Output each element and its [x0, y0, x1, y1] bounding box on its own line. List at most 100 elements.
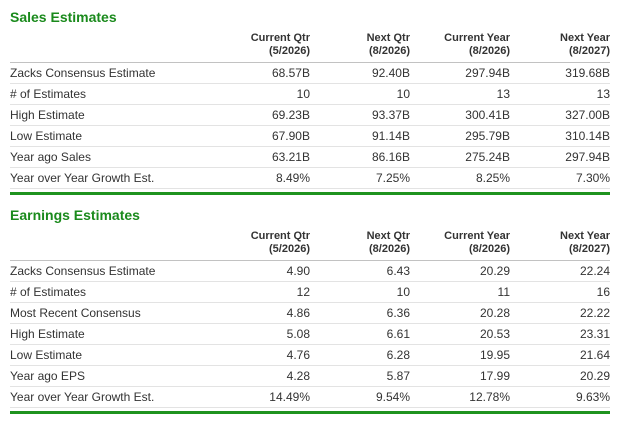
sales-estimates-title: Sales Estimates — [10, 9, 117, 25]
value-cell: 68.57B — [210, 62, 310, 84]
value-cell: 7.30% — [510, 167, 610, 189]
value-cell: 91.14B — [310, 125, 410, 147]
table-row: Low Estimate 67.90B 91.14B 295.79B 310.1… — [10, 125, 610, 147]
value-cell: 9.63% — [510, 386, 610, 408]
value-cell: 300.41B — [410, 104, 510, 126]
table-row: High Estimate 5.08 6.61 20.53 23.31 — [10, 323, 610, 345]
value-cell: 10 — [210, 83, 310, 105]
table-row: Low Estimate 4.76 6.28 19.95 21.64 — [10, 344, 610, 366]
value-cell: 6.61 — [310, 323, 410, 345]
value-cell: 6.28 — [310, 344, 410, 366]
value-cell: 19.95 — [410, 344, 510, 366]
value-cell: 20.28 — [410, 302, 510, 324]
value-cell: 4.86 — [210, 302, 310, 324]
value-cell: 6.36 — [310, 302, 410, 324]
value-cell: 16 — [510, 281, 610, 303]
value-cell: 20.29 — [510, 365, 610, 387]
value-cell: 23.31 — [510, 323, 610, 345]
row-label-header — [10, 230, 210, 261]
row-label: High Estimate — [10, 323, 210, 345]
value-cell: 327.00B — [510, 104, 610, 126]
column-date: (8/2026) — [469, 243, 510, 255]
value-cell: 13 — [410, 83, 510, 105]
column-header-current-qtr: Current Qtr (5/2026) — [210, 230, 310, 261]
bottom-divider — [10, 411, 610, 414]
value-cell: 92.40B — [310, 62, 410, 84]
table-row: Year over Year Growth Est. 8.49% 7.25% 8… — [10, 167, 610, 189]
earnings-estimates-table: Current Qtr (5/2026) Next Qtr (8/2026) C… — [10, 230, 610, 408]
sales-header-row: Current Qtr (5/2026) Next Qtr (8/2026) C… — [10, 32, 610, 63]
value-cell: 10 — [310, 281, 410, 303]
value-cell: 22.22 — [510, 302, 610, 324]
table-row: Year ago Sales 63.21B 86.16B 275.24B 297… — [10, 146, 610, 168]
column-period: Next Qtr — [366, 32, 410, 44]
value-cell: 22.24 — [510, 260, 610, 282]
column-date: (8/2026) — [369, 243, 410, 255]
column-header-current-year: Current Year (8/2026) — [410, 32, 510, 63]
column-date: (8/2026) — [369, 45, 410, 57]
column-period: Current Year — [444, 32, 510, 44]
row-label-header — [10, 32, 210, 63]
table-row: # of Estimates 10 10 13 13 — [10, 83, 610, 105]
value-cell: 4.28 — [210, 365, 310, 387]
value-cell: 17.99 — [410, 365, 510, 387]
value-cell: 319.68B — [510, 62, 610, 84]
sales-estimates-table: Current Qtr (5/2026) Next Qtr (8/2026) C… — [10, 32, 610, 189]
table-row: High Estimate 69.23B 93.37B 300.41B 327.… — [10, 104, 610, 126]
table-row: Year over Year Growth Est. 14.49% 9.54% … — [10, 386, 610, 408]
value-cell: 11 — [410, 281, 510, 303]
row-label: Year ago EPS — [10, 365, 210, 387]
row-label: Low Estimate — [10, 344, 210, 366]
row-label: Zacks Consensus Estimate — [10, 260, 210, 282]
row-label: Most Recent Consensus — [10, 302, 210, 324]
row-label: High Estimate — [10, 104, 210, 126]
row-label: Zacks Consensus Estimate — [10, 62, 210, 84]
value-cell: 275.24B — [410, 146, 510, 168]
row-label: Year over Year Growth Est. — [10, 386, 210, 408]
column-header-current-qtr: Current Qtr (5/2026) — [210, 32, 310, 63]
value-cell: 86.16B — [310, 146, 410, 168]
value-cell: 67.90B — [210, 125, 310, 147]
table-row: # of Estimates 12 10 11 16 — [10, 281, 610, 303]
row-label: Year ago Sales — [10, 146, 210, 168]
value-cell: 5.08 — [210, 323, 310, 345]
value-cell: 7.25% — [310, 167, 410, 189]
value-cell: 295.79B — [410, 125, 510, 147]
value-cell: 63.21B — [210, 146, 310, 168]
table-row: Year ago EPS 4.28 5.87 17.99 20.29 — [10, 365, 610, 387]
value-cell: 4.76 — [210, 344, 310, 366]
value-cell: 12.78% — [410, 386, 510, 408]
value-cell: 12 — [210, 281, 310, 303]
sales-estimates-section: Sales Estimates Current Qtr (5/2026) Nex… — [10, 9, 610, 195]
value-cell: 297.94B — [510, 146, 610, 168]
value-cell: 9.54% — [310, 386, 410, 408]
earnings-estimates-title: Earnings Estimates — [10, 207, 140, 223]
table-row: Zacks Consensus Estimate 68.57B 92.40B 2… — [10, 62, 610, 84]
value-cell: 14.49% — [210, 386, 310, 408]
value-cell: 6.43 — [310, 260, 410, 282]
column-period: Next Year — [560, 230, 610, 242]
column-period: Next Year — [560, 32, 610, 44]
column-date: (8/2026) — [469, 45, 510, 57]
earnings-estimates-section: Earnings Estimates Current Qtr (5/2026) … — [10, 207, 610, 414]
column-period: Current Qtr — [250, 32, 310, 44]
table-row: Zacks Consensus Estimate 4.90 6.43 20.29… — [10, 260, 610, 282]
value-cell: 20.53 — [410, 323, 510, 345]
column-header-next-qtr: Next Qtr (8/2026) — [310, 32, 410, 63]
column-date: (8/2027) — [569, 45, 610, 57]
row-label: Year over Year Growth Est. — [10, 167, 210, 189]
value-cell: 10 — [310, 83, 410, 105]
table-row: Most Recent Consensus 4.86 6.36 20.28 22… — [10, 302, 610, 324]
value-cell: 8.25% — [410, 167, 510, 189]
value-cell: 93.37B — [310, 104, 410, 126]
row-label: # of Estimates — [10, 281, 210, 303]
row-label: # of Estimates — [10, 83, 210, 105]
column-period: Current Year — [444, 230, 510, 242]
value-cell: 20.29 — [410, 260, 510, 282]
value-cell: 69.23B — [210, 104, 310, 126]
section-divider — [10, 192, 610, 195]
column-header-current-year: Current Year (8/2026) — [410, 230, 510, 261]
column-period: Current Qtr — [250, 230, 310, 242]
value-cell: 8.49% — [210, 167, 310, 189]
column-date: (5/2026) — [269, 243, 310, 255]
